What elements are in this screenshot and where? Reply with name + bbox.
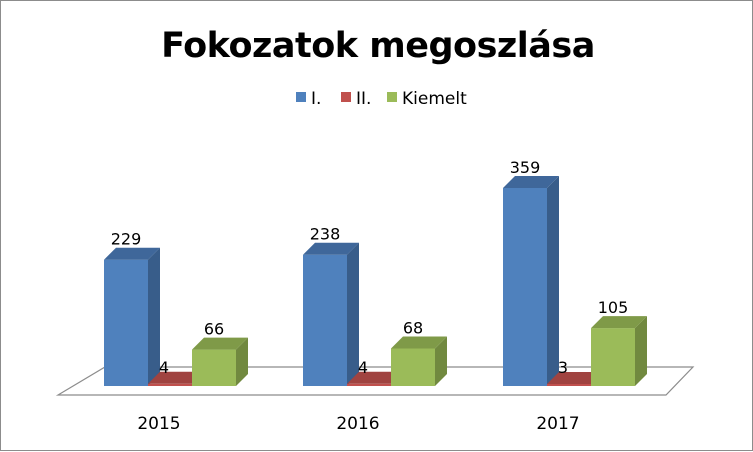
legend-swatch-0 [296,92,306,102]
bar-side [148,247,160,386]
data-label: 105 [598,298,629,317]
bar-front [503,188,547,386]
bar-front [148,383,192,386]
data-label: 238 [310,225,341,244]
bar-side [547,176,559,386]
data-label: 3 [558,358,568,377]
legend-label-0: I. [311,89,321,109]
bar-top [503,176,559,188]
x-axis-ticks: 2015 2016 2017 [137,414,579,434]
bars: 229 4 66 238 4 68 359 3 105 [104,158,647,386]
bar-top [547,372,603,384]
bar-front [591,328,635,386]
bar-2-2 [591,316,647,386]
bar-front [547,384,591,386]
data-label: 4 [358,358,368,377]
legend-swatch-2 [387,92,397,102]
bar-1-0 [303,242,359,386]
x-tick-label: 2016 [336,414,379,434]
bar-top [104,247,160,260]
bar-front [104,259,148,386]
data-label: 68 [403,318,423,337]
bar-side [435,336,447,386]
data-label: 66 [204,320,224,339]
bar-top [148,371,204,384]
bar-front [192,349,236,386]
bar-side [236,337,248,386]
data-label: 4 [159,358,169,377]
legend: I. II. Kiemelt [296,89,467,109]
data-label: 229 [111,230,142,249]
bar-top [303,242,359,255]
bar-0-0 [104,247,160,386]
x-tick-label: 2017 [536,414,579,434]
bar-side [635,316,647,386]
bar-top [391,336,447,349]
bar-top [591,316,647,329]
bar-front [303,254,347,386]
bar-top [347,371,403,384]
bar-side [347,242,359,386]
bar-front [347,383,391,386]
chart-title: Fokozatok megoszlása [161,26,595,66]
bar-2-0 [503,176,559,386]
bar-1-2 [391,336,447,386]
legend-label-1: II. [356,89,371,109]
data-label: 359 [510,158,541,177]
x-tick-label: 2015 [137,414,180,434]
legend-swatch-1 [341,92,351,102]
bar-front [391,348,435,386]
legend-label-2: Kiemelt [402,89,467,109]
bar-0-2 [192,337,248,386]
bar-top [192,337,248,350]
